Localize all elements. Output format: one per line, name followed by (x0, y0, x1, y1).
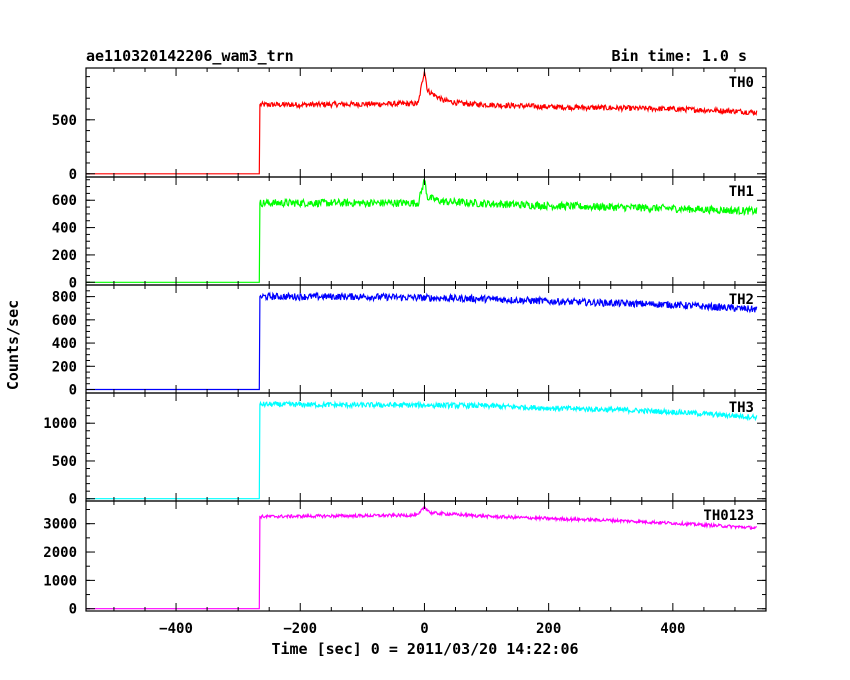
panel-label: TH0 (729, 75, 754, 91)
panel-frame (85, 284, 767, 394)
panel-th0: 0 500 TH0 (52, 67, 767, 183)
y-tick-label: 1000 (43, 573, 77, 589)
x-tick-label: 0 (420, 621, 428, 637)
series-line-th0123 (86, 505, 758, 610)
y-tick-label: 0 (69, 492, 77, 508)
panel-label: TH3 (729, 400, 754, 416)
y-tick-label: 2000 (43, 545, 77, 561)
y-tick-label: 0 (69, 275, 77, 291)
y-tick-label: 3000 (43, 517, 77, 533)
y-tick-label: 500 (52, 113, 77, 129)
y-tick-label: 1000 (43, 416, 77, 432)
panel-th3: 0 500 1000 TH3 (43, 392, 767, 508)
panel-th1: 0 200 400 600 TH1 (52, 176, 767, 291)
y-tick-label: 500 (52, 454, 77, 470)
y-tick-label: 0 (69, 383, 77, 399)
x-tick-label: −400 (159, 621, 193, 637)
y-tick-label: 400 (52, 221, 77, 237)
series-line-th1 (86, 179, 758, 283)
panel-label: TH2 (729, 292, 754, 308)
x-tick-label: 200 (536, 621, 561, 637)
y-tick-label: 200 (52, 248, 77, 264)
panel-th2: 0 200 400 600 800 TH2 (52, 284, 767, 399)
bin-time-label: Bin time: 1.0 s (612, 47, 747, 65)
series-line-th3 (86, 400, 758, 500)
y-tick-label: 0 (69, 167, 77, 183)
y-tick-label: 400 (52, 336, 77, 352)
y-tick-label: 600 (52, 193, 77, 209)
y-tick-label: 200 (52, 359, 77, 375)
chart-title: ae110320142206_wam3_trn (86, 47, 294, 65)
series-line-th2 (86, 291, 758, 391)
series-line-th0 (86, 71, 758, 175)
panels-group: 0 500 TH0 0 200 400 600 TH1 0 200 400 600 800 TH2 0 500… (43, 67, 767, 637)
y-tick-label: 800 (52, 290, 77, 306)
panel-frame (85, 500, 767, 612)
x-tick-label: 400 (660, 621, 685, 637)
y-axis-label: Counts/sec (4, 300, 22, 390)
y-tick-label: 600 (52, 313, 77, 329)
x-tick-labels: −400 −200 0 200 400 (159, 621, 685, 637)
panel-th0123: 0 1000 2000 3000 TH0123 (43, 500, 767, 618)
x-axis-label: Time [sec] 0 = 2011/03/20 14:22:06 (271, 640, 578, 658)
y-tick-label: 0 (69, 602, 77, 618)
panel-label: TH0123 (703, 508, 754, 524)
panel-label: TH1 (729, 184, 754, 200)
x-tick-label: −200 (283, 621, 317, 637)
